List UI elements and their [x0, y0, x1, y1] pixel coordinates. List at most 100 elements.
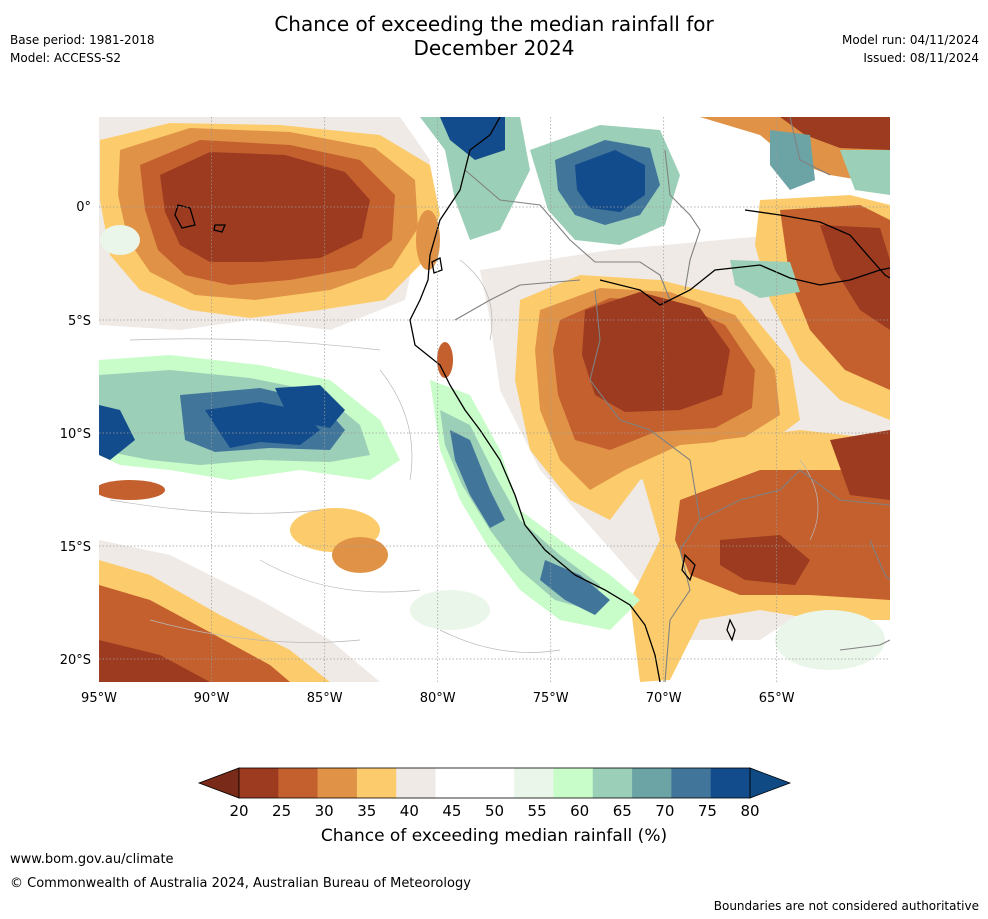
colorbar-tick-label: 50 — [485, 802, 504, 820]
contour-line — [149, 619, 361, 643]
amazon-river-line — [599, 264, 890, 306]
colorbar-cell — [317, 768, 358, 798]
boundary-peru-brazil-bolivia — [589, 289, 701, 682]
boundary-bolivia-brazil — [699, 469, 890, 521]
longitude-labels: 95°W 90°W 85°W 80°W 75°W 70°W 65°W — [81, 691, 795, 706]
map-panel: 95°W 90°W 85°W 80°W 75°W 70°W 65°W 0° 5°… — [60, 117, 890, 706]
dry-core-east-bolivia — [830, 430, 890, 500]
colorbar-tick-label: 70 — [655, 802, 674, 820]
galapagos-island — [174, 204, 196, 229]
header-meta-left: Base period: 1981-2018 Model: ACCESS-S2 — [10, 31, 155, 67]
latitude-labels: 0° 5°S 10°S 15°S 20°S — [60, 200, 91, 668]
contour-line — [799, 459, 819, 541]
colorbar-cell — [396, 768, 436, 798]
colorbar-tick-label: 30 — [315, 802, 334, 820]
near-normal-patch-b — [410, 590, 490, 630]
issued-label: Issued: 08/11/2024 — [863, 51, 979, 65]
colorbar-tick-label: 45 — [442, 802, 461, 820]
footer-url: www.bom.gov.au/climate — [10, 852, 174, 867]
contour-line — [379, 369, 413, 481]
contour-line — [439, 629, 561, 653]
contour-line — [259, 559, 421, 593]
model-run-label: Model run: 04/11/2024 — [841, 33, 979, 47]
lon-label-90w: 90°W — [194, 691, 230, 706]
lake-titicaca — [681, 553, 696, 582]
contour-line — [109, 499, 321, 514]
wet-area-60-peru — [430, 380, 640, 630]
colorbar: 20 25 30 35 40 45 50 55 60 65 70 75 80 — [197, 767, 792, 820]
colorbar-title: Chance of exceeding median rainfall (%) — [320, 826, 668, 846]
pacific-coastline — [409, 117, 661, 682]
colorbar-cell — [239, 768, 279, 798]
lon-label-65w: 65°W — [759, 691, 795, 706]
wet-patch-amazon — [730, 260, 800, 298]
colorbar-tick-label: 55 — [528, 802, 547, 820]
wet-area-70-peru — [440, 410, 600, 610]
rainfall-probability-field — [99, 117, 890, 682]
lat-label-10s: 10°S — [60, 427, 91, 442]
colorbar-cell — [435, 768, 476, 798]
wet-core-ocean-b — [275, 385, 345, 428]
wet-core-north — [440, 117, 505, 160]
colorbar-cell — [356, 768, 397, 798]
colorbar-under-arrow — [197, 767, 240, 799]
contour-line — [459, 259, 493, 341]
title-line-2: December 2024 — [413, 36, 575, 60]
dry-core-east — [820, 225, 890, 330]
lon-label-75w: 75°W — [533, 691, 569, 706]
colorbar-tick-label: 35 — [357, 802, 376, 820]
dry-patch-west — [99, 480, 165, 500]
footer-disclaimer: Boundaries are not considered authoritat… — [713, 899, 979, 913]
wet-area-75-peru-north — [450, 430, 505, 528]
colorbar-cell — [592, 768, 633, 798]
dry-core-north-east — [780, 117, 890, 150]
boundary-venezuela-guyana — [789, 117, 831, 176]
dry-patch-offshore-core — [332, 537, 388, 573]
colorbar-tick-label: 40 — [400, 802, 419, 820]
lon-label-85w: 85°W — [307, 691, 343, 706]
lon-label-70w: 70°W — [646, 691, 682, 706]
colorbar-tick-labels: 20 25 30 35 40 45 50 55 60 65 70 75 80 — [229, 802, 759, 820]
colorbar-tick-label: 25 — [272, 802, 291, 820]
lat-label-20s: 20°S — [60, 653, 91, 668]
colorbar-cell — [474, 768, 515, 798]
footer-copyright: © Commonwealth of Australia 2024, Austra… — [10, 876, 471, 891]
boundary-colombia-ecuador-peru — [464, 169, 671, 301]
near-normal-patch-a — [100, 225, 140, 255]
colorbar-tick-label: 80 — [740, 802, 759, 820]
colorbar-cell — [632, 768, 672, 798]
gulf-island — [431, 257, 443, 274]
colorbar-over-arrow — [749, 767, 792, 799]
colorbar-cells — [239, 768, 751, 798]
lake-poopo — [726, 618, 736, 642]
colorbar-cell — [710, 768, 751, 798]
lon-label-80w: 80°W — [420, 691, 456, 706]
contour-lines — [109, 259, 819, 653]
boundary-colombia-venezuela — [664, 149, 701, 291]
colorbar-cell — [553, 768, 594, 798]
colorbar-cell — [278, 768, 318, 798]
caribbean-amazon-coastline — [744, 209, 890, 279]
wet-core-colombia — [575, 150, 645, 212]
colorbar-cell — [671, 768, 711, 798]
boundary-ecuador-peru — [454, 279, 581, 321]
lon-label-95w: 95°W — [81, 691, 117, 706]
coastlines — [174, 117, 890, 682]
dry-core-central — [582, 292, 730, 412]
contour-line — [129, 338, 381, 351]
colorbar-tick-label: 65 — [613, 802, 632, 820]
colorbar-cell — [514, 768, 554, 798]
colorbar-outline — [238, 767, 751, 799]
boundary-south-east — [839, 639, 890, 651]
colorbar-tick-label: 75 — [698, 802, 717, 820]
dry-patch-coast — [437, 342, 453, 378]
model-label: Model: ACCESS-S2 — [10, 51, 122, 65]
header-meta-right: Model run: 04/11/2024 Issued: 08/11/2024 — [842, 31, 979, 67]
galapagos-island-small — [213, 224, 226, 233]
colorbar-tick-label: 60 — [570, 802, 589, 820]
base-period-label: Base period: 1981-2018 — [10, 33, 155, 47]
country-boundaries — [454, 117, 890, 682]
boundary-east — [869, 539, 890, 581]
dry-core-south-east — [720, 535, 810, 585]
